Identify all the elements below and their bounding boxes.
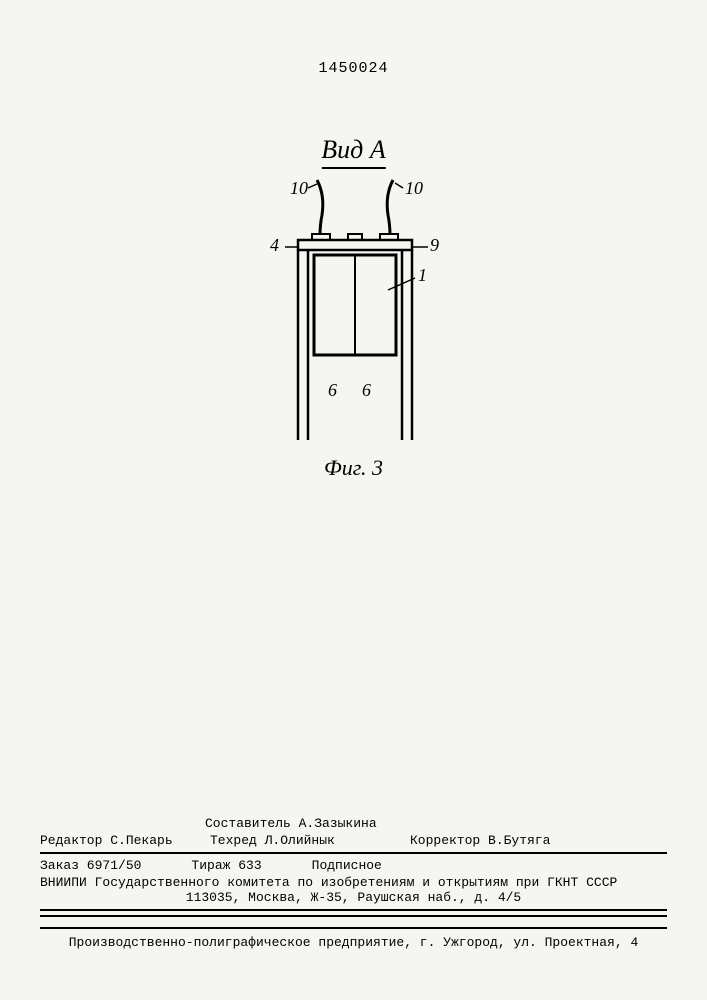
figure-label: Фиг. 3: [324, 455, 383, 481]
compiler-text: Составитель А.Зазыкина: [205, 816, 377, 831]
committee-text: ВНИИПИ Государственного комитета по изоб…: [40, 873, 667, 890]
tech-editor-text: Техред Л.Олийнык: [210, 833, 390, 848]
callout-1: 1: [418, 265, 427, 286]
callout-10-left: 10: [290, 178, 308, 199]
divider: [40, 911, 667, 917]
technical-diagram: 10 10 4 9 1 6 6: [240, 170, 470, 470]
callout-10-right: 10: [405, 178, 423, 199]
callout-9: 9: [430, 235, 439, 256]
circulation-text: Тираж 633: [191, 858, 261, 873]
diagram-svg: [240, 170, 470, 470]
credits-row-2: Редактор С.Пекарь Техред Л.Олийнык Корре…: [40, 833, 667, 854]
order-text: Заказ 6971/50: [40, 858, 141, 873]
callout-4: 4: [270, 235, 279, 256]
footer-block: Составитель А.Зазыкина Редактор С.Пекарь…: [40, 816, 667, 950]
callout-6-right: 6: [362, 380, 371, 401]
printing-text: Производственно-полиграфическое предприя…: [40, 927, 667, 950]
order-row: Заказ 6971/50 Тираж 633 Подписное: [40, 854, 667, 873]
editor-text: Редактор С.Пекарь: [40, 833, 190, 848]
subscription-text: Подписное: [312, 858, 382, 873]
credits-row-1: Составитель А.Зазыкина: [40, 816, 667, 833]
view-label: Вид А: [321, 135, 385, 169]
address-text: 113035, Москва, Ж-35, Раушская наб., д. …: [40, 890, 667, 911]
callout-6-left: 6: [328, 380, 337, 401]
page: 1450024 Вид А: [0, 0, 707, 1000]
corrector-text: Корректор В.Бутяга: [410, 833, 667, 848]
patent-number: 1450024: [318, 60, 388, 77]
